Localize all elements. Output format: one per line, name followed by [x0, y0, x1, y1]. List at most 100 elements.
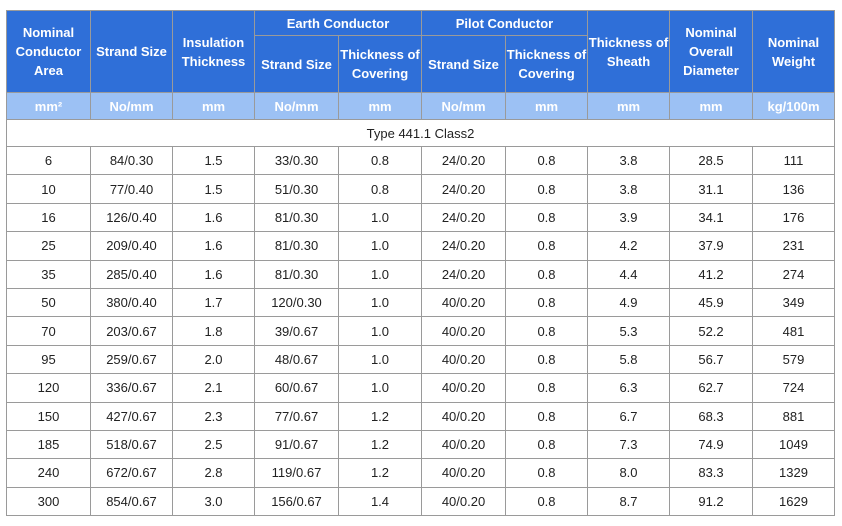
table-cell: 5.8 — [587, 344, 670, 375]
table-cell: 24/0.20 — [421, 174, 506, 204]
table-cell: 176 — [752, 202, 835, 233]
header-sheath-thickness: Thickness of Sheath — [587, 10, 670, 93]
table-row: 50 380/0.40 1.7 120/0.30 1.0 40/0.20 0.8 4.9 45.… — [6, 287, 835, 318]
unit-cell: No/mm — [421, 92, 506, 120]
table-cell: 40/0.20 — [421, 287, 506, 318]
table-cell: 1.4 — [338, 486, 422, 517]
header-pilot-covering: Thickness of Covering — [505, 35, 588, 93]
table-cell: 4.4 — [587, 259, 670, 289]
table-cell: 56.7 — [669, 344, 753, 375]
table-cell: 724 — [752, 373, 835, 403]
cable-spec-table: Nominal Conductor Area Strand Size Insul… — [6, 10, 835, 517]
table-cell: 2.3 — [172, 401, 255, 431]
table-cell: 119/0.67 — [254, 458, 339, 488]
table-cell: 40/0.20 — [421, 486, 506, 517]
table-cell: 240 — [6, 458, 91, 488]
table-cell: 40/0.20 — [421, 316, 506, 346]
table-cell: 37.9 — [669, 231, 753, 261]
table-cell: 33/0.30 — [254, 145, 339, 176]
table-cell: 380/0.40 — [90, 287, 173, 318]
table-cell: 285/0.40 — [90, 259, 173, 289]
table-row: 10 77/0.40 1.5 51/0.30 0.8 24/0.20 0.8 3.8 31.1 1… — [6, 174, 835, 204]
table-cell: 1.5 — [172, 145, 255, 176]
table-cell: 81/0.30 — [254, 259, 339, 289]
table-row: 6 84/0.30 1.5 33/0.30 0.8 24/0.20 0.8 3.8 28.5 11… — [6, 145, 835, 176]
table-cell: 40/0.20 — [421, 373, 506, 403]
table-cell: 0.8 — [505, 231, 588, 261]
table-cell: 6.3 — [587, 373, 670, 403]
table-cell: 0.8 — [505, 373, 588, 403]
table-cell: 28.5 — [669, 145, 753, 176]
table-row: 16 126/0.40 1.6 81/0.30 1.0 24/0.20 0.8 3.9 34.1… — [6, 202, 835, 233]
table-cell: 24/0.20 — [421, 259, 506, 289]
unit-cell: No/mm — [90, 92, 173, 120]
table-cell: 70 — [6, 316, 91, 346]
table-cell: 150 — [6, 401, 91, 431]
table-row: 150 427/0.67 2.3 77/0.67 1.2 40/0.20 0.8 6.7 68.… — [6, 401, 835, 431]
table-row: 70 203/0.67 1.8 39/0.67 1.0 40/0.20 0.8 5.3 52.2… — [6, 316, 835, 346]
table-cell: 3.0 — [172, 486, 255, 517]
table-cell: 1.0 — [338, 287, 422, 318]
table-cell: 83.3 — [669, 458, 753, 488]
table-cell: 0.8 — [505, 287, 588, 318]
table-cell: 0.8 — [338, 174, 422, 204]
table-cell: 7.3 — [587, 429, 670, 460]
table-cell: 0.8 — [505, 486, 588, 517]
table-cell: 1.0 — [338, 344, 422, 375]
table-cell: 0.8 — [505, 145, 588, 176]
table-cell: 156/0.67 — [254, 486, 339, 517]
table-cell: 1049 — [752, 429, 835, 460]
table-cell: 34.1 — [669, 202, 753, 233]
table-cell: 77/0.67 — [254, 401, 339, 431]
table-cell: 4.9 — [587, 287, 670, 318]
table-cell: 1.2 — [338, 458, 422, 488]
table-cell: 1.0 — [338, 316, 422, 346]
header-earth-strand-size: Strand Size — [254, 35, 339, 93]
table-cell: 74.9 — [669, 429, 753, 460]
table-cell: 16 — [6, 202, 91, 233]
table-cell: 0.8 — [505, 458, 588, 488]
table-cell: 1.2 — [338, 401, 422, 431]
table-cell: 81/0.30 — [254, 231, 339, 261]
table-cell: 120 — [6, 373, 91, 403]
table-cell: 300 — [6, 486, 91, 517]
table-cell: 2.8 — [172, 458, 255, 488]
table-cell: 209/0.40 — [90, 231, 173, 261]
table-cell: 5.3 — [587, 316, 670, 346]
table-cell: 35 — [6, 259, 91, 289]
table-cell: 77/0.40 — [90, 174, 173, 204]
table-cell: 1329 — [752, 458, 835, 488]
table-cell: 0.8 — [505, 344, 588, 375]
unit-cell: kg/100m — [752, 92, 835, 120]
table-cell: 349 — [752, 287, 835, 318]
unit-cell: mm — [587, 92, 670, 120]
header-insulation-thickness: Insulation Thickness — [172, 10, 255, 93]
table-cell: 6.7 — [587, 401, 670, 431]
table-cell: 40/0.20 — [421, 429, 506, 460]
table-cell: 31.1 — [669, 174, 753, 204]
table-row: 25 209/0.40 1.6 81/0.30 1.0 24/0.20 0.8 4.2 37.9… — [6, 231, 835, 261]
table-cell: 8.7 — [587, 486, 670, 517]
table-cell: 0.8 — [505, 401, 588, 431]
table-cell: 259/0.67 — [90, 344, 173, 375]
table-cell: 120/0.30 — [254, 287, 339, 318]
table-row: 300 854/0.67 3.0 156/0.67 1.4 40/0.20 0.8 8.7 91… — [6, 486, 835, 517]
table-cell: 1.0 — [338, 231, 422, 261]
table-row: 240 672/0.67 2.8 119/0.67 1.2 40/0.20 0.8 8.0 83… — [6, 458, 835, 488]
header-pilot-conductor: Pilot Conductor — [421, 10, 588, 36]
table-cell: 126/0.40 — [90, 202, 173, 233]
table-cell: 0.8 — [505, 202, 588, 233]
table-cell: 231 — [752, 231, 835, 261]
table-cell: 84/0.30 — [90, 145, 173, 176]
table-cell: 41.2 — [669, 259, 753, 289]
table-cell: 3.9 — [587, 202, 670, 233]
table-row: 120 336/0.67 2.1 60/0.67 1.0 40/0.20 0.8 6.3 62.… — [6, 373, 835, 403]
table-row: 95 259/0.67 2.0 48/0.67 1.0 40/0.20 0.8 5.8 56.7… — [6, 344, 835, 375]
table-cell: 0.8 — [505, 316, 588, 346]
table-cell: 0.8 — [505, 259, 588, 289]
type-label: Type 441.1 Class2 — [6, 119, 835, 147]
table-cell: 2.1 — [172, 373, 255, 403]
header-pilot-strand-size: Strand Size — [421, 35, 506, 93]
header-earth-covering: Thickness of Covering — [338, 35, 422, 93]
table-cell: 274 — [752, 259, 835, 289]
